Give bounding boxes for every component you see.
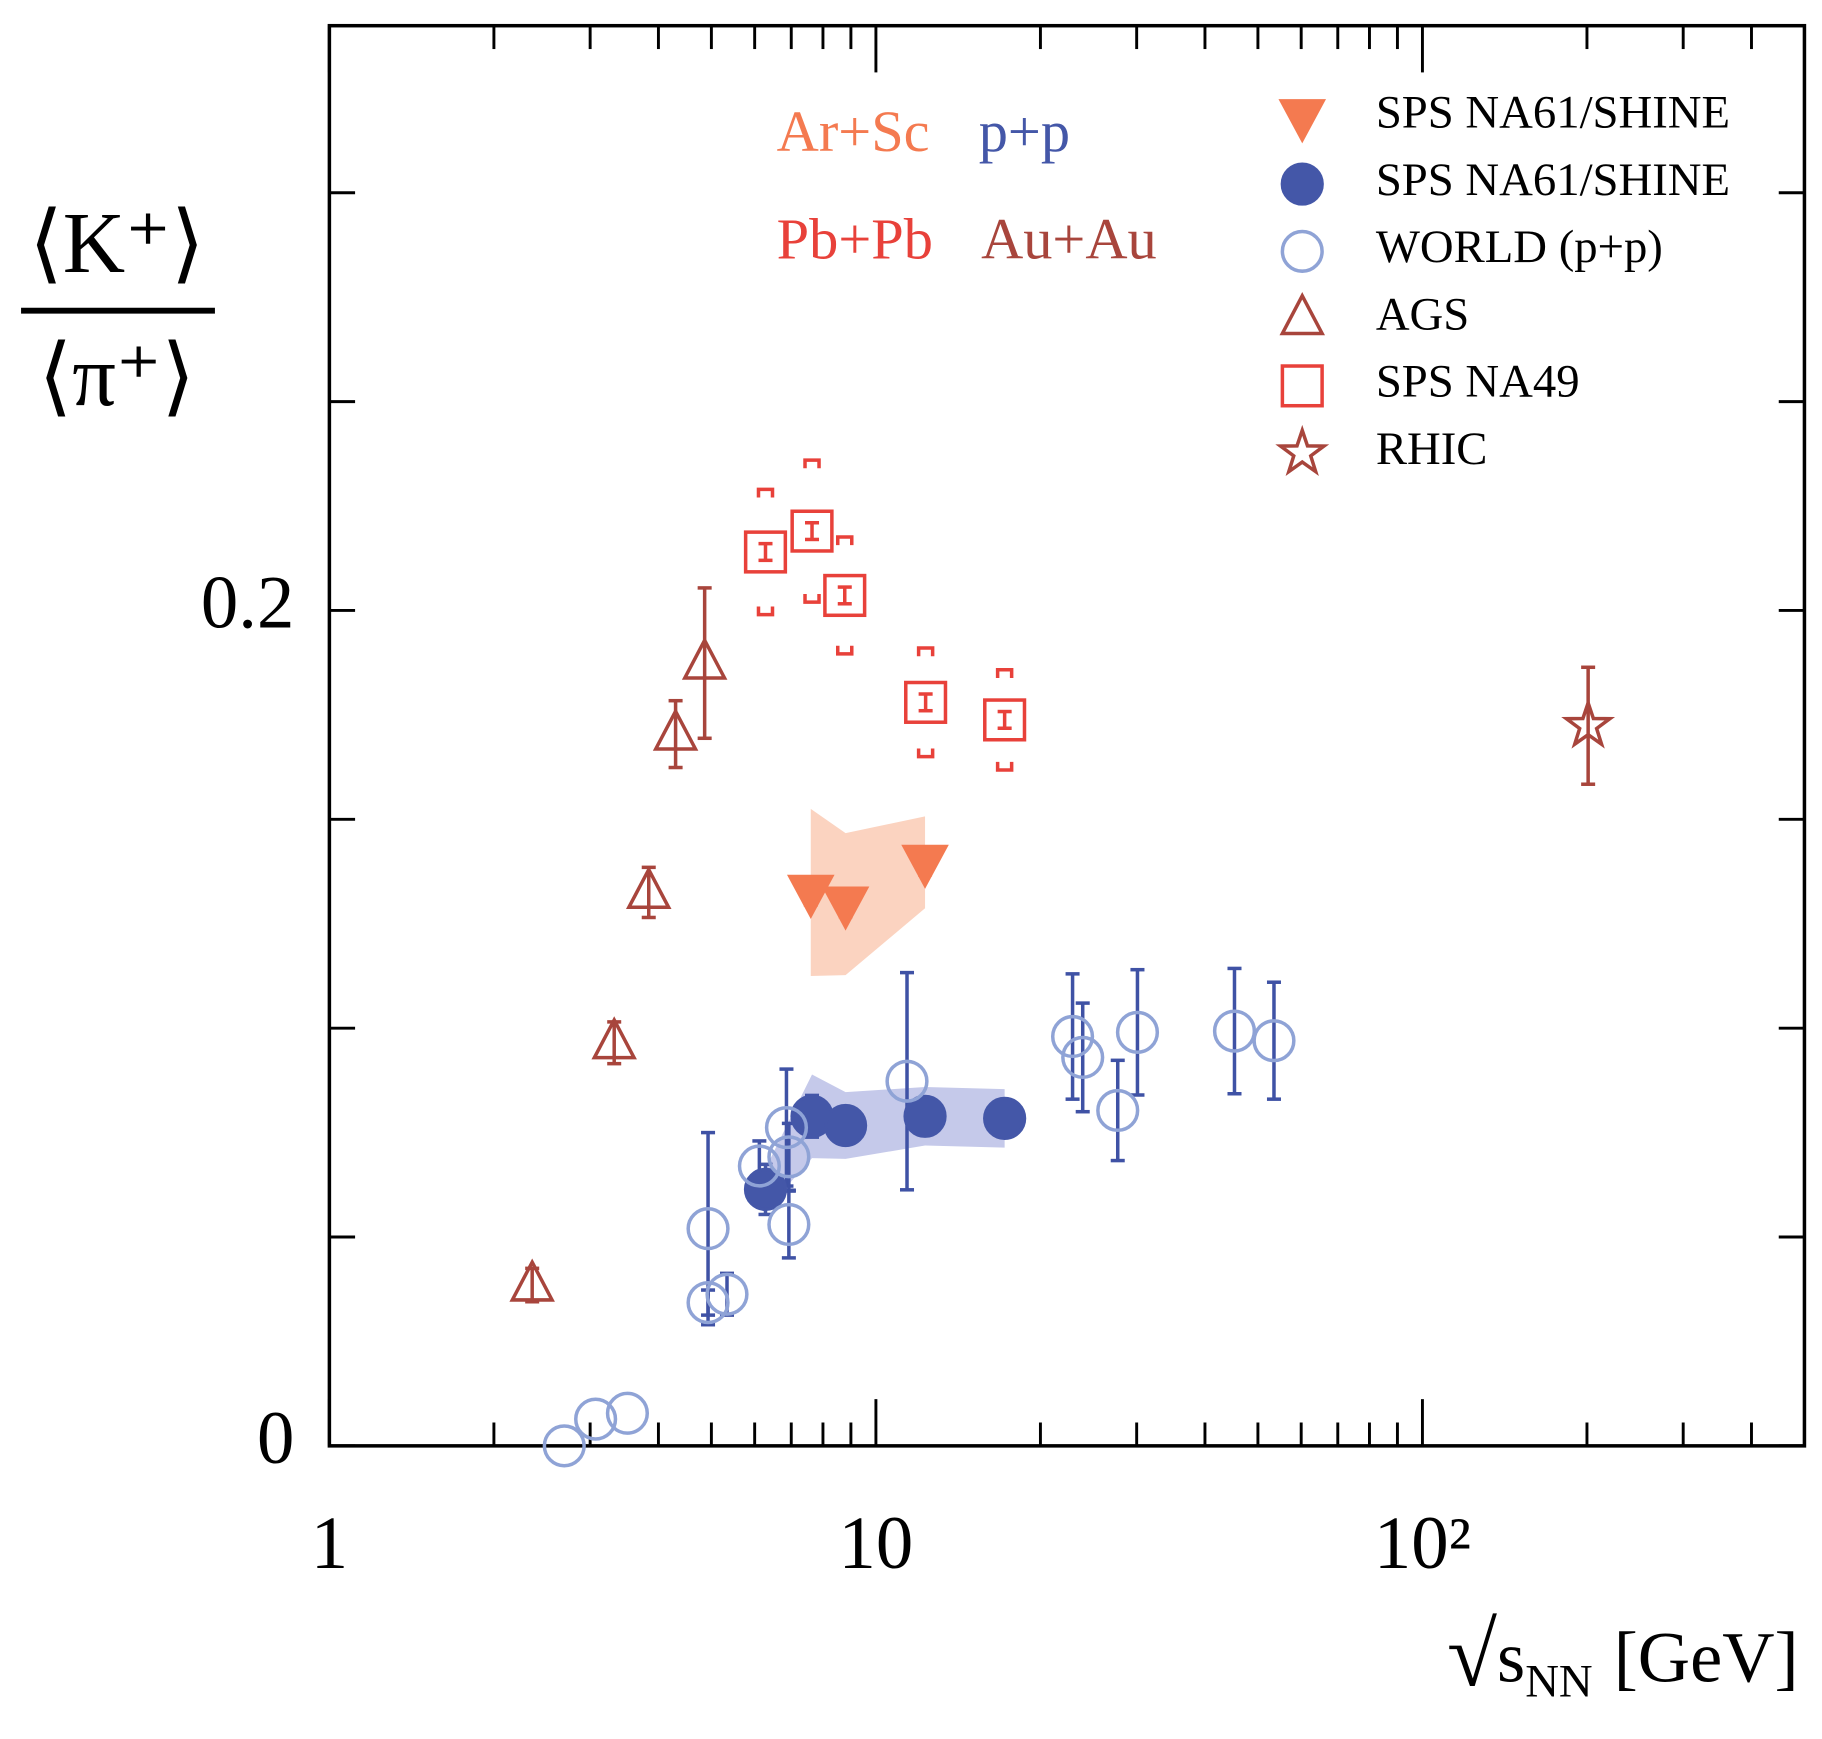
x-tick-label: 1 <box>311 1502 348 1585</box>
legend-label: AGS <box>1376 288 1469 340</box>
marker <box>904 680 948 724</box>
marker <box>686 1280 730 1325</box>
annotation: Au+Au <box>981 207 1157 272</box>
y-tick-label: 0.2 <box>201 562 294 645</box>
x-tick-label: 10² <box>1374 1502 1471 1585</box>
marker <box>625 865 672 910</box>
annotation: Pb+Pb <box>777 207 933 272</box>
marker <box>901 844 949 889</box>
sys-bracket <box>995 761 1014 772</box>
marker <box>764 1105 809 1150</box>
legend-label: SPS NA49 <box>1376 356 1580 408</box>
legend-label: SPS NA61/SHINE <box>1376 154 1730 206</box>
legend-label: WORLD (p+p) <box>1376 221 1663 273</box>
marker <box>605 1391 650 1435</box>
legend-marker <box>1280 364 1324 408</box>
annotation: Ar+Sc <box>777 99 930 164</box>
y-label-numerator: ⟨K⁺⟩ <box>29 195 204 291</box>
legend-marker <box>1280 229 1324 273</box>
marker <box>574 1397 618 1441</box>
legend-marker <box>1280 162 1324 206</box>
marker <box>790 509 834 553</box>
sys-bracket <box>995 668 1014 678</box>
marker <box>767 1202 811 1247</box>
marker <box>542 1424 586 1468</box>
marker <box>767 1135 811 1179</box>
marker <box>821 886 870 931</box>
sys-bracket <box>756 487 775 498</box>
marker <box>1561 697 1616 749</box>
plot-frame <box>327 23 1807 1448</box>
marker <box>1050 1014 1095 1059</box>
marker <box>823 1103 868 1148</box>
marker <box>652 707 699 751</box>
sys-bracket <box>803 593 821 604</box>
legend-marker <box>1279 292 1326 336</box>
marker <box>681 636 728 680</box>
sys-bracket <box>803 458 821 469</box>
x-label-unit: [GeV] <box>1614 1616 1799 1697</box>
marker <box>1061 1035 1105 1080</box>
sys-bracket <box>916 748 935 759</box>
marker <box>686 1207 730 1251</box>
marker <box>983 698 1027 742</box>
x-tick-label: 10 <box>839 1502 914 1585</box>
y-tick-label: 0 <box>257 1397 294 1480</box>
marker <box>1252 1019 1296 1063</box>
marker <box>705 1272 749 1316</box>
marker <box>1096 1088 1140 1133</box>
marker <box>591 1016 637 1060</box>
marker <box>1212 1009 1257 1053</box>
marker <box>743 530 788 574</box>
sys-bracket <box>756 606 775 617</box>
sys-band <box>810 808 926 976</box>
legend-label: SPS NA61/SHINE <box>1376 87 1730 139</box>
annotation: p+p <box>979 99 1070 164</box>
marker <box>737 1144 781 1188</box>
sys-bracket <box>916 646 935 657</box>
y-label-denominator: ⟨π⁺⟩ <box>39 328 196 424</box>
x-label-s: s <box>1497 1616 1525 1697</box>
marker <box>1115 1010 1160 1054</box>
legend-marker <box>1278 99 1327 144</box>
sys-bracket <box>836 645 854 656</box>
x-label: √sNN [GeV] <box>1447 1604 1799 1707</box>
marker <box>786 874 835 919</box>
marker <box>509 1258 555 1302</box>
legend-label: RHIC <box>1376 423 1488 475</box>
marker <box>903 1094 947 1138</box>
sys-bracket <box>836 535 854 546</box>
marker <box>983 1096 1027 1140</box>
x-label-sub: NN <box>1525 1655 1592 1707</box>
legend-marker <box>1275 424 1330 477</box>
marker <box>823 573 867 618</box>
marker <box>885 1059 929 1103</box>
x-label-root: √ <box>1447 1604 1497 1705</box>
